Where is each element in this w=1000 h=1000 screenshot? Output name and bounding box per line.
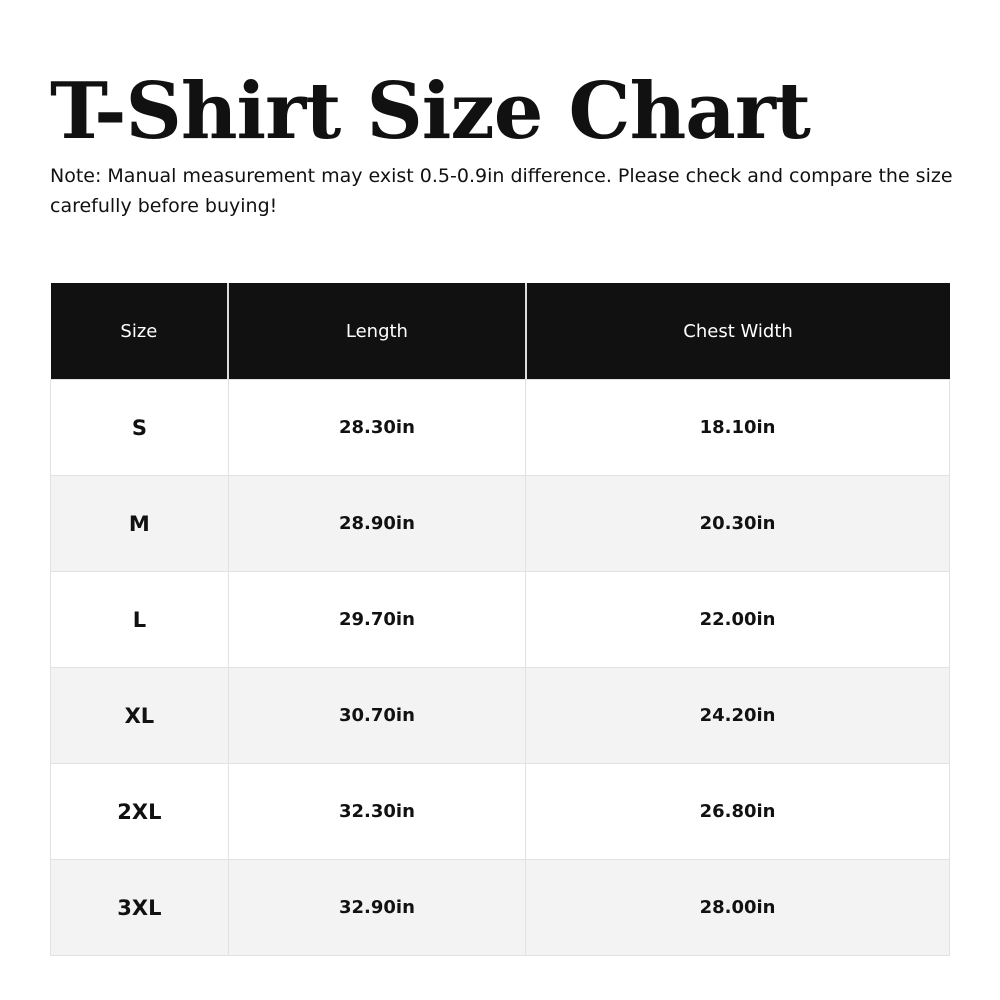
cell-length: 32.30in — [227, 763, 527, 860]
table-row: XL 30.70in 24.20in — [50, 667, 950, 764]
cell-chest-width: 18.10in — [525, 379, 950, 476]
cell-chest-width: 22.00in — [525, 571, 950, 668]
header-size: Size — [50, 283, 229, 380]
cell-length: 28.90in — [227, 475, 527, 572]
cell-length: 30.70in — [227, 667, 527, 764]
table-row: S 28.30in 18.10in — [50, 379, 950, 476]
cell-size: 3XL — [50, 859, 229, 956]
header-length: Length — [227, 283, 526, 380]
cell-size: S — [50, 379, 229, 476]
header-row: Size Length Chest Width — [50, 283, 950, 380]
cell-size: XL — [50, 667, 229, 764]
cell-chest-width: 20.30in — [525, 475, 950, 572]
header-chest-width: Chest Width — [524, 283, 950, 380]
size-table: Size Length Chest Width S 28.30in 18.10in M… — [50, 283, 950, 956]
cell-length: 32.90in — [227, 859, 527, 956]
cell-size: M — [50, 475, 229, 572]
cell-size: 2XL — [50, 763, 229, 860]
table-row: 3XL 32.90in 28.00in — [50, 859, 950, 956]
cell-chest-width: 24.20in — [525, 667, 950, 764]
measurement-note: Note: Manual measurement may exist 0.5-0… — [50, 165, 953, 217]
cell-length: 29.70in — [227, 571, 527, 668]
page-title: T-Shirt Size Chart — [50, 66, 811, 157]
cell-chest-width: 26.80in — [525, 763, 950, 860]
cell-chest-width: 28.00in — [525, 859, 950, 956]
cell-size: L — [50, 571, 229, 668]
cell-length: 28.30in — [227, 379, 527, 476]
table-row: L 29.70in 22.00in — [50, 571, 950, 668]
table-row: M 28.90in 20.30in — [50, 475, 950, 572]
table-row: 2XL 32.30in 26.80in — [50, 763, 950, 860]
